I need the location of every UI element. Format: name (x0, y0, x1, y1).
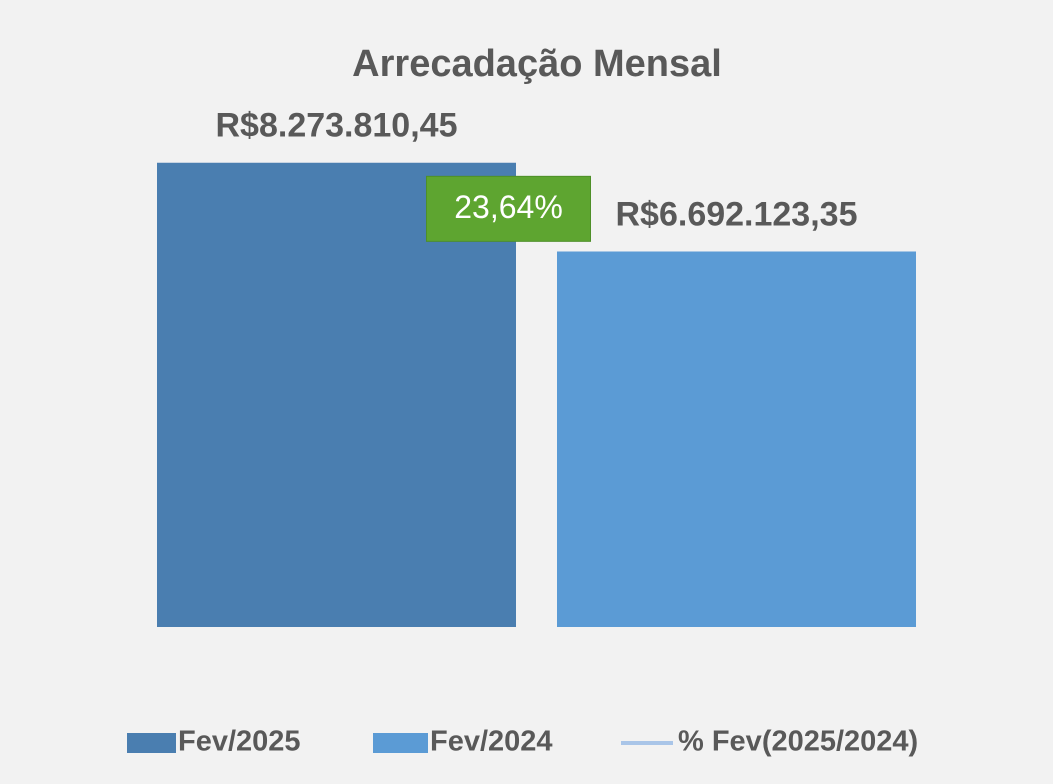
legend-label: Fev/2024 (430, 726, 553, 758)
legend-label: Fev/2025 (178, 726, 301, 758)
data-label: 23,64% (454, 189, 563, 225)
legend-swatch (373, 733, 428, 753)
legend-swatch (127, 733, 176, 753)
data-label-box (426, 175, 591, 242)
legend-label: % Fev(2025/2024) (678, 726, 918, 758)
bar (557, 251, 916, 627)
chart-title: Arrecadação Mensal (352, 43, 722, 85)
data-label: R$8.273.810,45 (216, 107, 458, 145)
data-label: R$6.692.123,35 (616, 195, 858, 233)
